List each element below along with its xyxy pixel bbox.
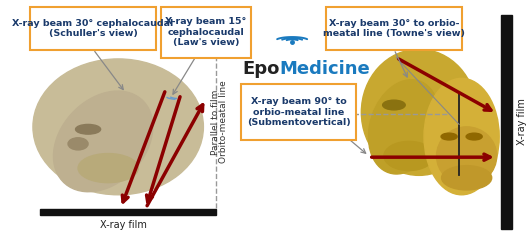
Text: X-ray beam 90° to
orbio-meatal line
(Submentovertical): X-ray beam 90° to orbio-meatal line (Sub… — [247, 97, 350, 127]
Ellipse shape — [54, 91, 153, 192]
Ellipse shape — [437, 127, 497, 185]
Text: X-ray beam 15°
cephalocaudal
(Law's view): X-ray beam 15° cephalocaudal (Law's view… — [165, 17, 246, 47]
Text: Medicine: Medicine — [280, 60, 370, 78]
Ellipse shape — [68, 138, 88, 150]
Text: Orbito-meatal line: Orbito-meatal line — [219, 81, 228, 163]
Text: X-ray film: X-ray film — [517, 99, 527, 145]
FancyBboxPatch shape — [326, 7, 462, 51]
Text: Parallel to film: Parallel to film — [211, 89, 220, 155]
Bar — [40, 209, 216, 215]
Ellipse shape — [441, 166, 492, 190]
Ellipse shape — [383, 100, 405, 110]
Ellipse shape — [76, 124, 101, 134]
Ellipse shape — [441, 133, 457, 140]
Ellipse shape — [424, 78, 499, 195]
Bar — [501, 15, 513, 229]
Ellipse shape — [368, 80, 439, 174]
Text: X-ray film: X-ray film — [100, 220, 147, 230]
Ellipse shape — [361, 49, 476, 175]
FancyBboxPatch shape — [161, 7, 251, 58]
Ellipse shape — [384, 142, 434, 171]
FancyBboxPatch shape — [30, 7, 156, 51]
Text: Epo: Epo — [242, 60, 280, 78]
Ellipse shape — [78, 153, 138, 183]
Ellipse shape — [33, 59, 204, 195]
Text: X-ray beam 30° to orbio-
meatal line (Towne's view): X-ray beam 30° to orbio- meatal line (To… — [323, 19, 465, 38]
Text: X-ray beam 30° cephalocaudal
(Schuller's view): X-ray beam 30° cephalocaudal (Schuller's… — [13, 19, 174, 38]
Ellipse shape — [466, 133, 482, 140]
FancyBboxPatch shape — [241, 84, 356, 140]
